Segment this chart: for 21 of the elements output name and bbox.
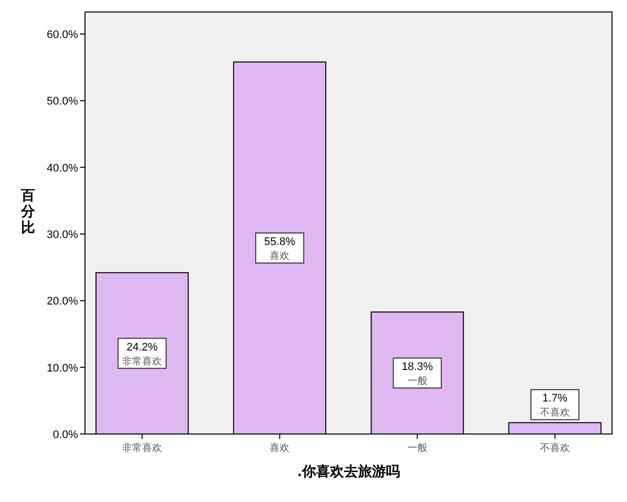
y-tick-label: 50.0%: [46, 96, 78, 108]
y-tick-label: 30.0%: [46, 229, 78, 241]
x-axis-title: .你喜欢去旅游吗: [297, 464, 400, 480]
x-tick-label: 喜欢: [270, 442, 290, 454]
y-tick-label: 20.0%: [46, 296, 78, 308]
data-label: 24.2%: [126, 341, 158, 354]
y-tick-label: 60.0%: [46, 29, 78, 41]
data-label: 18.3%: [402, 361, 434, 373]
y-tick-label: 10.0%: [46, 362, 78, 374]
x-tick-label: 非常喜欢: [122, 442, 162, 454]
category-label: 一般: [407, 376, 428, 387]
y-tick-label: 0.0%: [52, 429, 78, 441]
x-tick-label: 不喜欢: [540, 442, 570, 454]
y-axis-title: 百分比: [20, 188, 36, 236]
data-label: 1.7%: [542, 392, 568, 405]
x-tick-label: 一般: [407, 443, 428, 454]
data-label: 55.8%: [264, 236, 296, 248]
category-label: 不喜欢: [540, 408, 570, 419]
y-tick-label: 40.0%: [46, 162, 78, 174]
category-label: 非常喜欢: [122, 356, 162, 368]
category-label: 喜欢: [270, 251, 290, 262]
